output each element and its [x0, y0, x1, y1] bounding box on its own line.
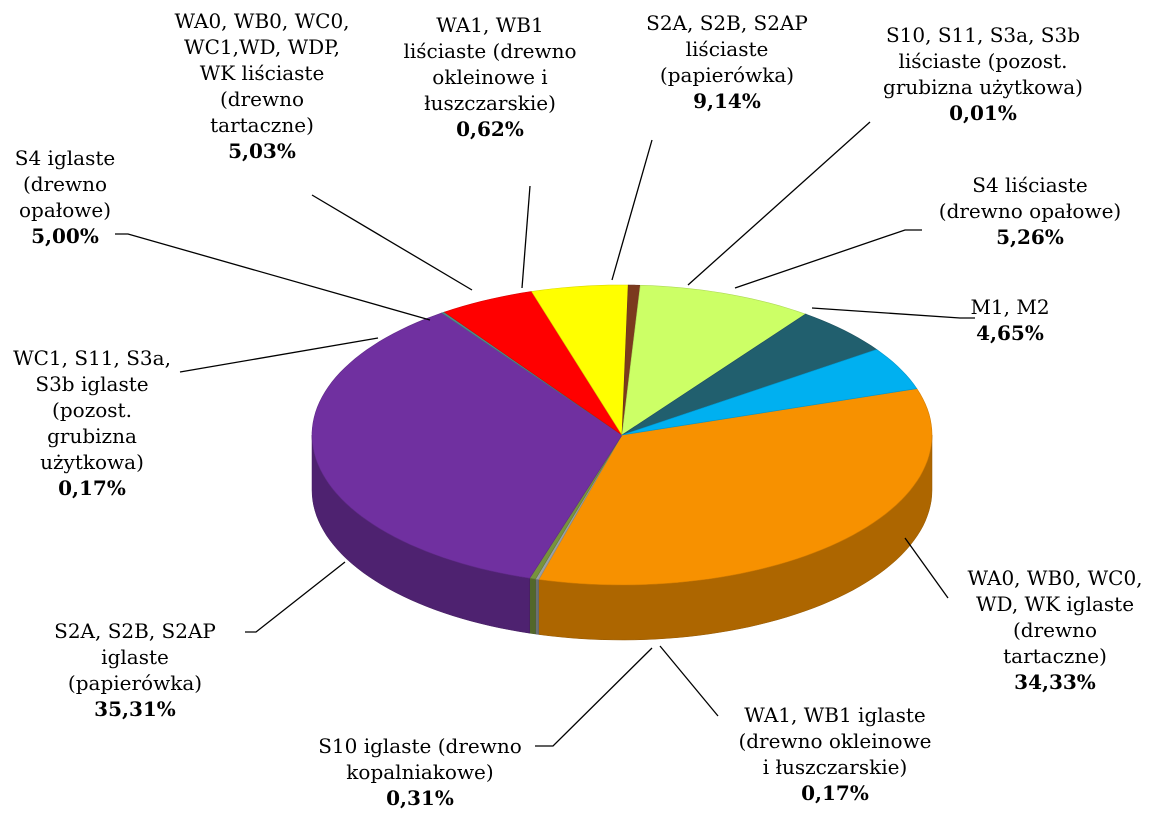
- data-label: WA0, WB0, WC0, WD, WK iglaste (drewno ta…: [915, 565, 1167, 695]
- category-label: WC1, S11, S3a, S3b iglaste (pozost. grub…: [13, 346, 171, 474]
- value-label: 4,65%: [976, 321, 1044, 345]
- category-label: WA0, WB0, WC0, WC1,WD, WDP, WK liściaste…: [174, 9, 350, 137]
- value-label: 35,31%: [94, 697, 176, 721]
- value-label: 34,33%: [1014, 670, 1096, 694]
- leader-line: [811, 307, 975, 319]
- leader-line: [659, 645, 719, 717]
- data-label: S10 iglaste (drewno kopalniakowe) 0,31%: [280, 733, 560, 811]
- data-label: WA0, WB0, WC0, WC1,WD, WDP, WK liściaste…: [122, 8, 402, 164]
- data-label: WA1, WB1 iglaste (drewno okleinowe i łus…: [695, 702, 975, 806]
- data-label: M1, M2 4,65%: [870, 294, 1150, 346]
- data-label: S10, S11, S3a, S3b liściaste (pozost. gr…: [843, 22, 1123, 126]
- leader-line: [521, 185, 531, 289]
- category-label: S10 iglaste (drewno kopalniakowe): [318, 734, 522, 784]
- leader-line: [115, 233, 431, 321]
- leader-line: [687, 121, 871, 286]
- value-label: 5,26%: [996, 225, 1064, 249]
- category-label: M1, M2: [970, 295, 1050, 319]
- value-label: 0,31%: [386, 786, 454, 810]
- leader-line: [734, 229, 922, 289]
- category-label: WA1, WB1 liściaste (drewno okleinowe i ł…: [403, 13, 577, 115]
- leader-line: [611, 139, 653, 281]
- slice: [538, 388, 933, 586]
- category-label: WA1, WB1 iglaste (drewno okleinowe i łus…: [738, 703, 932, 779]
- leader-line: [904, 537, 949, 599]
- slice-side: [535, 578, 539, 635]
- value-label: 0,01%: [949, 101, 1017, 125]
- slice: [531, 284, 629, 436]
- data-label: WC1, S11, S3a, S3b iglaste (pozost. grub…: [0, 345, 232, 501]
- data-label: S2A, S2B, S2AP liściaste (papierówka) 9,1…: [587, 10, 867, 114]
- slice-side: [529, 577, 536, 635]
- category-label: S10, S11, S3a, S3b liściaste (pozost. gr…: [883, 23, 1083, 99]
- category-label: S2A, S2B, S2AP liściaste (papierówka): [646, 11, 808, 87]
- slice: [443, 291, 623, 436]
- value-label: 0,17%: [801, 781, 869, 805]
- category-label: S4 liściaste (drewno opałowe): [938, 173, 1122, 223]
- slice: [621, 349, 918, 436]
- value-label: 0,17%: [58, 476, 126, 500]
- category-label: S2A, S2B, S2AP iglaste (papierówka): [54, 619, 216, 695]
- category-label: S4 iglaste (drewno opałowe): [14, 146, 116, 222]
- value-label: 5,00%: [31, 224, 99, 248]
- data-label: S4 iglaste (drewno opałowe) 5,00%: [0, 145, 205, 249]
- category-label: WA0, WB0, WC0, WD, WK iglaste (drewno ta…: [967, 566, 1143, 668]
- leader-line: [535, 647, 653, 747]
- data-label: S4 liściaste (drewno opałowe) 5,26%: [890, 172, 1167, 250]
- value-label: 9,14%: [693, 89, 761, 113]
- leader-line: [311, 194, 473, 291]
- value-label: 0,62%: [456, 117, 524, 141]
- leader-line: [179, 337, 379, 373]
- slice: [621, 284, 807, 436]
- data-label: WA1, WB1 liściaste (drewno okleinowe i ł…: [350, 12, 630, 142]
- slice: [621, 313, 878, 436]
- slice: [311, 312, 623, 579]
- leader-line: [245, 561, 346, 633]
- data-label: S2A, S2B, S2AP iglaste (papierówka) 35,31…: [0, 618, 275, 722]
- value-label: 5,03%: [228, 139, 296, 163]
